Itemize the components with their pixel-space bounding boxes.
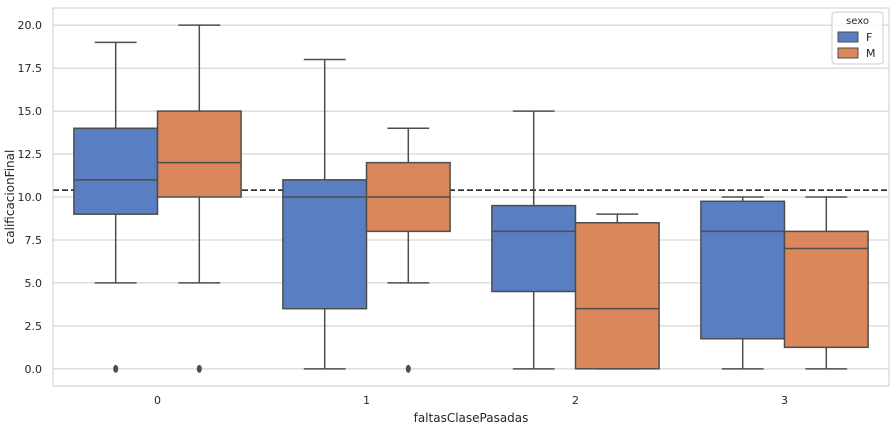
y-tick-label: 10.0 [18, 191, 43, 204]
outlier-point [196, 364, 202, 373]
outlier-point [405, 364, 411, 373]
box-group [156, 24, 242, 373]
legend-swatch [837, 47, 859, 59]
legend-label: F [866, 31, 872, 44]
legend-title: sexo [846, 16, 869, 27]
y-tick-label: 2.5 [25, 320, 43, 333]
legend-swatch [837, 31, 859, 43]
x-axis-label: faltasClasePasadas [414, 411, 529, 425]
y-tick-label: 7.5 [25, 234, 43, 247]
box [491, 204, 577, 293]
outlier-point [113, 364, 119, 373]
boxes [73, 24, 869, 373]
x-tick-label: 1 [363, 394, 370, 407]
y-tick-label: 17.5 [18, 62, 43, 75]
y-tick-label: 12.5 [18, 148, 43, 161]
box-group [365, 127, 451, 373]
x-tick-label: 2 [572, 394, 579, 407]
box [783, 230, 869, 349]
box-group [73, 41, 159, 373]
box-group [700, 196, 786, 370]
y-tick-label: 0.0 [25, 363, 43, 376]
box [73, 127, 159, 215]
x-tick-labels: 0 1 2 3 [154, 394, 788, 407]
box [574, 222, 660, 370]
legend-items: FM [837, 31, 876, 60]
plot-frame [52, 7, 890, 387]
legend-label: M [866, 47, 876, 60]
y-tick-label: 20.0 [18, 19, 43, 32]
box [156, 110, 242, 198]
x-tick-label: 0 [154, 394, 161, 407]
y-tick-label: 15.0 [18, 105, 43, 118]
x-tick-label: 3 [781, 394, 788, 407]
box [282, 179, 368, 310]
y-tick-label: 5.0 [25, 277, 43, 290]
box-group [282, 58, 368, 370]
y-axis-label: calificacionFinal [3, 150, 17, 245]
box-group [491, 110, 577, 370]
box [700, 200, 786, 340]
y-tick-labels: 0.0 2.5 5.0 7.5 10.0 12.5 15.0 17.5 20.0 [18, 19, 43, 376]
legend: sexo FM [831, 11, 884, 65]
box-group [574, 213, 660, 370]
box-group [783, 196, 869, 370]
